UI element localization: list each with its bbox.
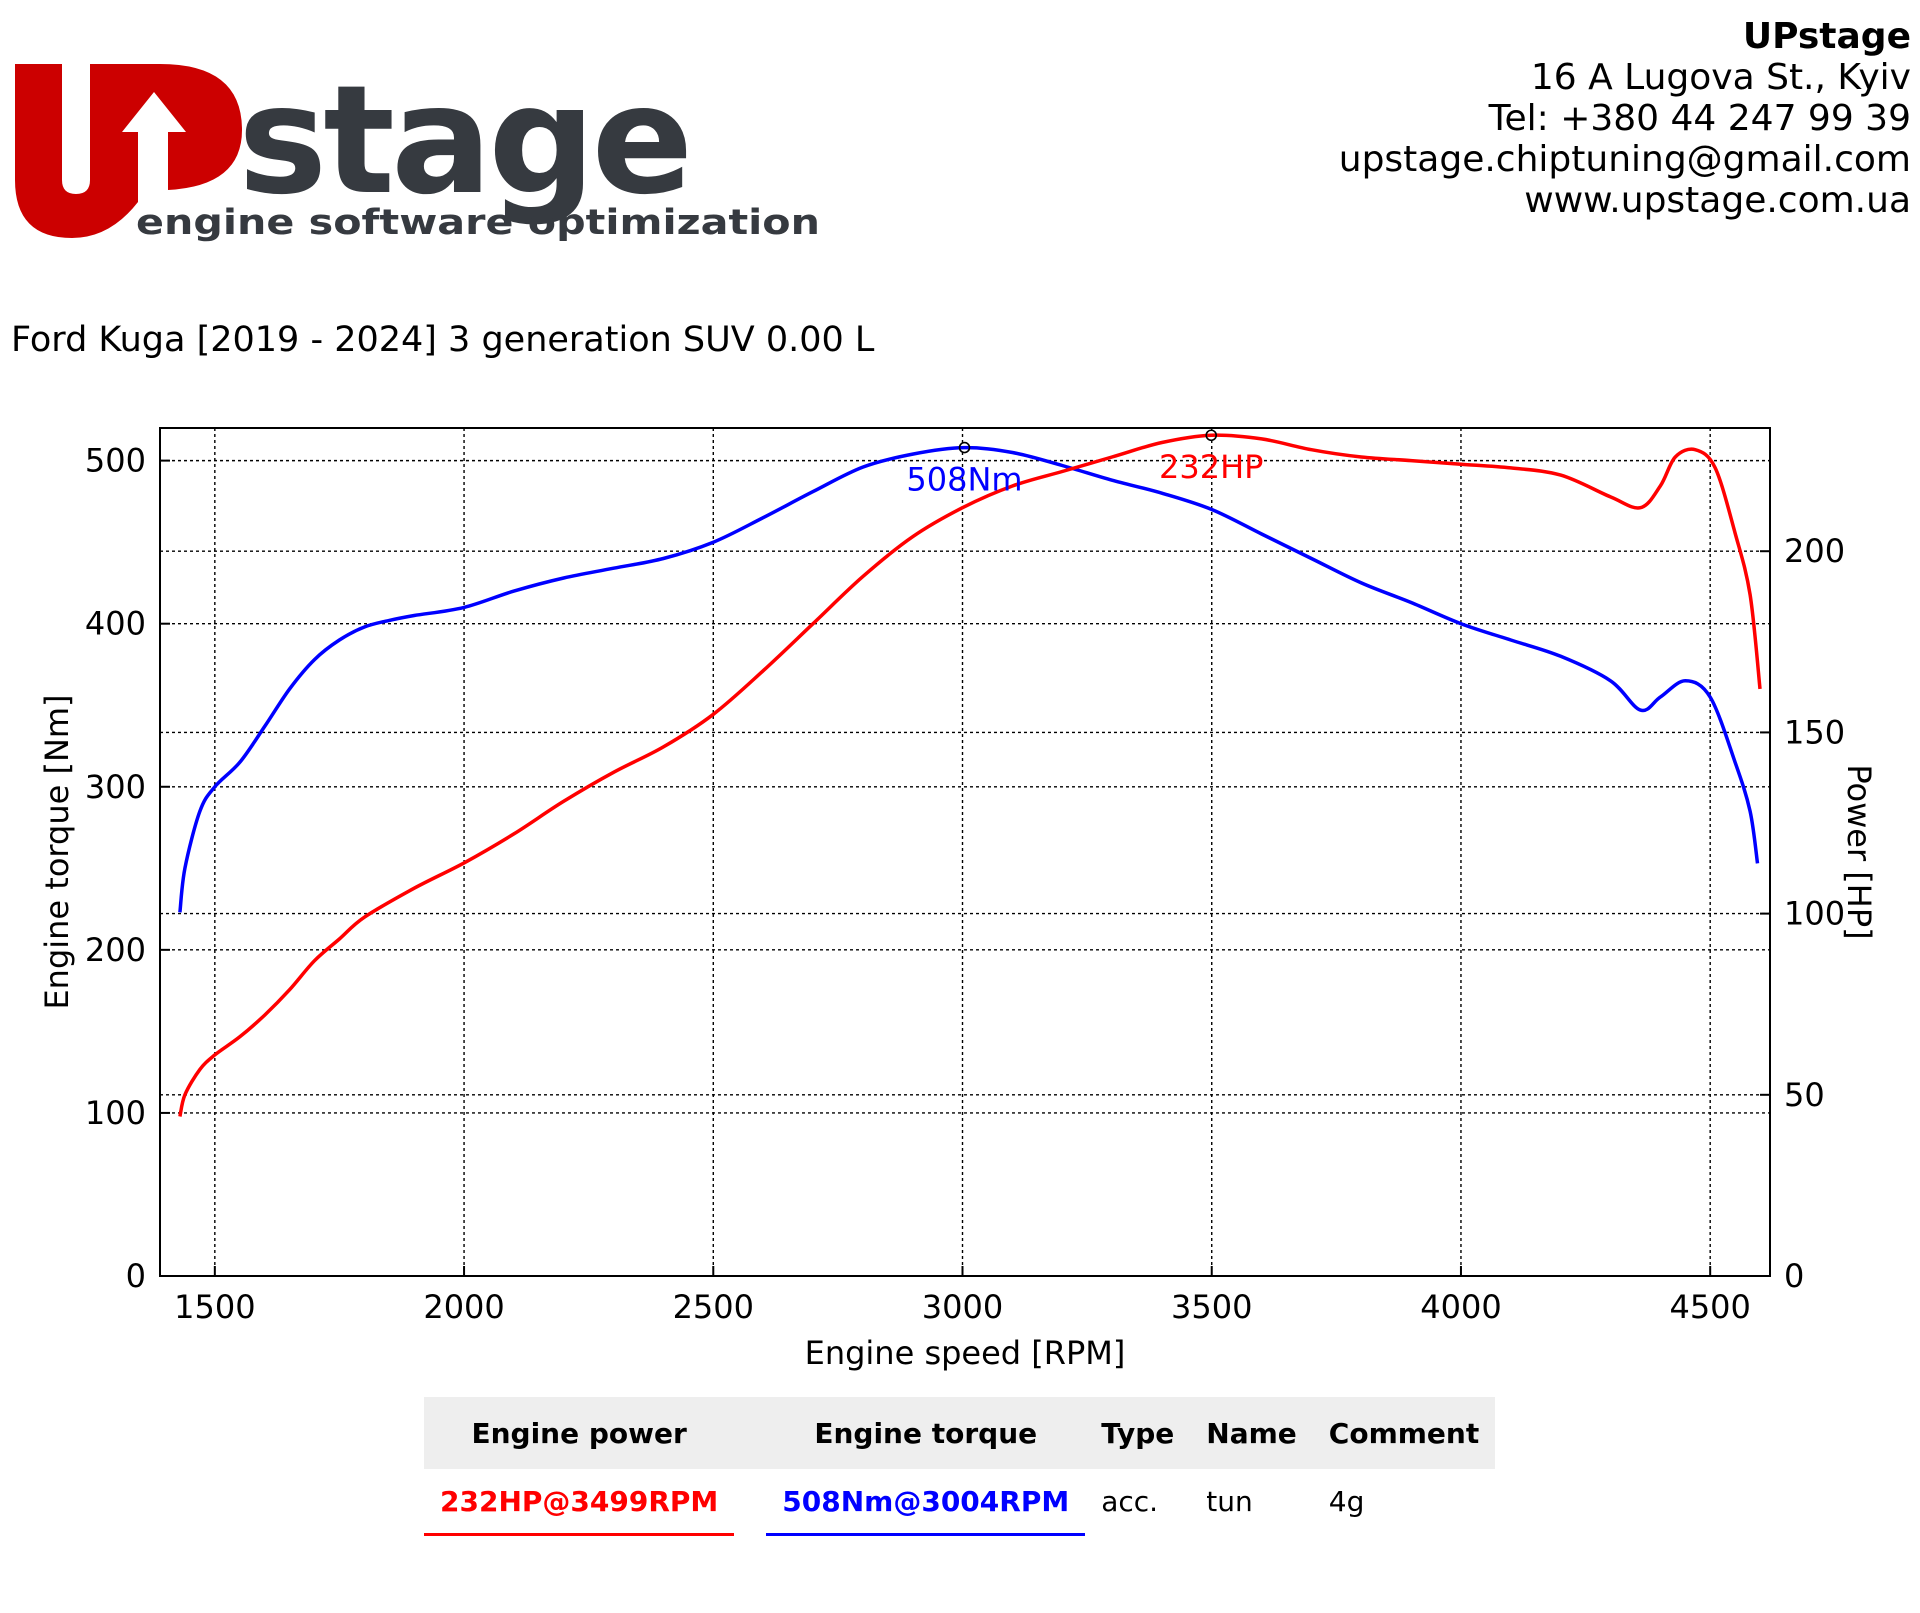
company-name: UPstage (1742, 16, 1911, 57)
comment-value: 4g (1328, 1485, 1365, 1519)
header-engine-power: Engine power (424, 1397, 735, 1469)
vehicle-title: Ford Kuga [2019 - 2024] 3 generation SUV… (11, 320, 875, 360)
type-value: acc. (1101, 1485, 1159, 1519)
y-left-axis-label: Engine torque [Nm] (38, 694, 76, 1009)
header-engine-torque: Engine torque (766, 1397, 1086, 1469)
logo-up-mark (15, 64, 242, 238)
company-address: 16 A Lugova St., Kyiv (1530, 57, 1911, 98)
x-tick-label: 2000 (423, 1288, 504, 1326)
logo-wordmark: stage (238, 54, 689, 228)
header-name: Name (1190, 1397, 1313, 1469)
peak-marker (958, 441, 971, 454)
peak-marker (1205, 429, 1218, 442)
power-value: 232HP@3499RPM (424, 1469, 735, 1536)
y-right-tick-label: 50 (1784, 1076, 1825, 1114)
torque-curve (178, 445, 1760, 913)
x-tick-label: 2500 (673, 1288, 754, 1326)
x-tick-label: 4500 (1669, 1288, 1750, 1326)
summary-row: 232HP@3499RPM 508Nm@3004RPM acc. tun 4g (424, 1469, 1495, 1536)
x-tick-label: 3500 (1171, 1288, 1252, 1326)
x-tick-label: 4000 (1420, 1288, 1501, 1326)
name-value: tun (1206, 1485, 1253, 1519)
y-left-tick-label: 100 (85, 1094, 146, 1132)
peak-label: 232HP (1159, 448, 1263, 486)
company-email[interactable]: upstage.chiptuning@gmail.com (1338, 139, 1911, 180)
upstage-logo: stage engine software optimization (15, 54, 820, 243)
company-website[interactable]: www.upstage.com.ua (1524, 180, 1911, 221)
y-right-tick-label: 0 (1784, 1257, 1804, 1295)
y-left-tick-label: 400 (85, 605, 146, 643)
dyno-chart: 1500 2000 2500 3000 3500 4000 4500010020030040… (38, 427, 1878, 1372)
company-phone: Tel: +380 44 247 99 39 (1488, 98, 1911, 139)
y-right-axis-label: Power [HP] (1840, 764, 1878, 939)
company-info: UPstage 16 A Lugova St., Kyiv Tel: +380 … (1339, 16, 1911, 221)
logo-tagline: engine software optimization (136, 203, 820, 243)
peak-label: 508Nm (906, 461, 1022, 499)
y-left-tick-label: 0 (126, 1257, 146, 1295)
header-comment: Comment (1312, 1397, 1496, 1469)
x-tick-label: 3000 (922, 1288, 1003, 1326)
plot-frame (159, 427, 1771, 1277)
torque-value: 508Nm@3004RPM (766, 1469, 1086, 1536)
y-right-tick-label: 150 (1784, 713, 1845, 751)
y-left-tick-label: 300 (85, 768, 146, 806)
header-type: Type (1085, 1397, 1191, 1469)
x-axis-label: Engine speed [RPM] (805, 1334, 1126, 1372)
y-right-tick-label: 100 (1784, 895, 1845, 933)
power-curve (178, 433, 1762, 1117)
y-right-tick-label: 200 (1784, 532, 1845, 570)
y-left-tick-label: 500 (85, 442, 146, 480)
y-left-tick-label: 200 (85, 931, 146, 969)
summary-table: Engine power Engine torque Type Name Com… (424, 1397, 1496, 1536)
x-tick-label: 1500 (174, 1288, 255, 1326)
summary-header-row: Engine power Engine torque Type Name Com… (424, 1397, 1496, 1469)
